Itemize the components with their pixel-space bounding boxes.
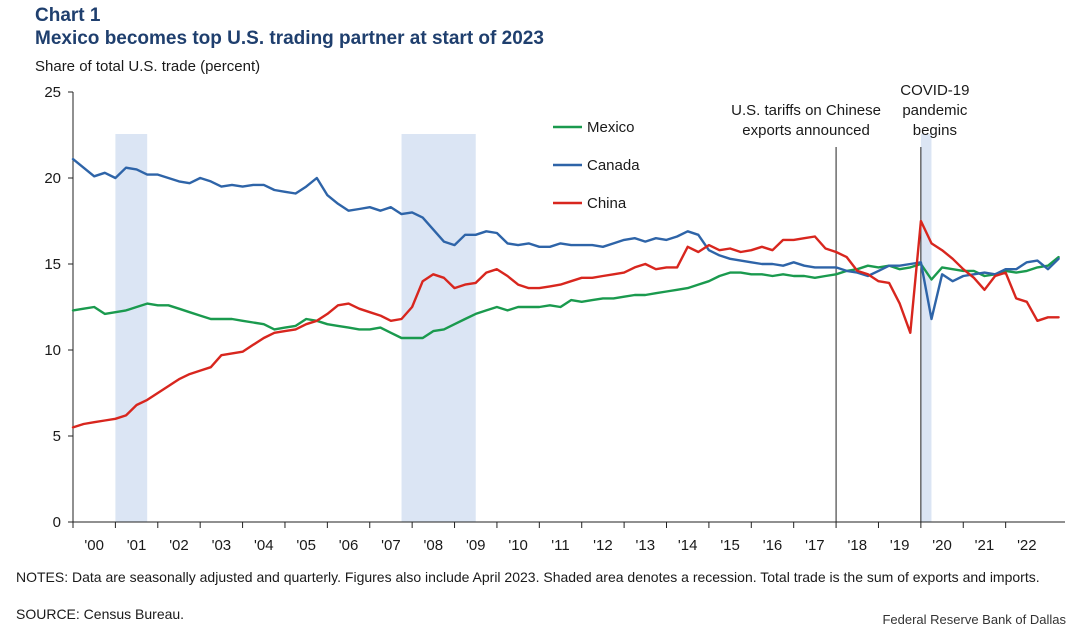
recession-band-0 bbox=[115, 134, 148, 522]
x-tick-label: '22 bbox=[1017, 537, 1037, 554]
annotation-text: U.S. tariffs on Chinese bbox=[731, 102, 881, 119]
y-tick-label: 25 bbox=[44, 84, 61, 101]
event-annotations: U.S. tariffs on Chinese exports announced… bbox=[731, 82, 969, 522]
x-tick-label: '19 bbox=[890, 537, 910, 554]
legend: Mexico Canada China bbox=[553, 119, 640, 212]
source-text: SOURCE: Census Bureau. bbox=[16, 606, 185, 622]
series-lines bbox=[71, 157, 1060, 429]
axes: 0 5 10 15 20 25 '00 '01 '02 '03 '04 '05 '06 '07 '08 '09… bbox=[44, 84, 1065, 554]
notes-text: NOTES: Data are seasonally adjusted and … bbox=[16, 569, 1040, 585]
x-tick-label: '06 bbox=[339, 537, 359, 554]
x-tick-label: '16 bbox=[763, 537, 783, 554]
annotation-text: begins bbox=[913, 122, 957, 139]
chart-title: Mexico becomes top U.S. trading partner … bbox=[35, 28, 544, 49]
x-tick-label: '10 bbox=[508, 537, 528, 554]
x-tick-label: '17 bbox=[805, 537, 825, 554]
series-line-china bbox=[71, 219, 1060, 429]
credit-text: Federal Reserve Bank of Dallas bbox=[882, 612, 1066, 627]
x-tick-label: '21 bbox=[975, 537, 995, 554]
x-tick-label: '14 bbox=[678, 537, 698, 554]
legend-label-canada: Canada bbox=[587, 157, 640, 174]
legend-label-china: China bbox=[587, 195, 627, 212]
x-tick-label: '07 bbox=[381, 537, 401, 554]
x-tick-label: '11 bbox=[551, 537, 569, 554]
y-tick-label: 0 bbox=[53, 514, 61, 531]
x-tick-label: '18 bbox=[847, 537, 867, 554]
x-tick-label: '01 bbox=[127, 537, 147, 554]
y-tick-label: 10 bbox=[44, 342, 61, 359]
annotation-text: COVID-19 bbox=[900, 82, 969, 99]
y-tick-label: 20 bbox=[44, 170, 61, 187]
recession-band-1 bbox=[401, 134, 476, 522]
x-tick-label: '03 bbox=[212, 537, 232, 554]
y-tick-label: 15 bbox=[44, 256, 61, 273]
recession-band-2 bbox=[920, 134, 932, 522]
series-line-canada bbox=[71, 157, 1060, 321]
legend-label-mexico: Mexico bbox=[587, 119, 635, 136]
series-line-mexico bbox=[71, 255, 1060, 340]
y-tick-label: 5 bbox=[53, 428, 61, 445]
x-tick-label: '20 bbox=[932, 537, 952, 554]
annotation-text: exports announced bbox=[742, 122, 870, 139]
chart-number: Chart 1 bbox=[35, 5, 101, 26]
x-tick-label: '05 bbox=[296, 537, 316, 554]
x-tick-label: '09 bbox=[466, 537, 486, 554]
x-tick-label: '15 bbox=[720, 537, 740, 554]
recession-shading bbox=[115, 134, 932, 522]
x-tick-label: '08 bbox=[424, 537, 444, 554]
x-tick-label: '00 bbox=[84, 537, 104, 554]
x-tick-label: '13 bbox=[636, 537, 656, 554]
annotation-text: pandemic bbox=[902, 102, 968, 119]
y-axis-label: Share of total U.S. trade (percent) bbox=[35, 58, 261, 75]
x-tick-label: '04 bbox=[254, 537, 274, 554]
x-tick-label: '12 bbox=[593, 537, 613, 554]
x-tick-label: '02 bbox=[169, 537, 189, 554]
line-chart: 0 5 10 15 20 25 '00 '01 '02 '03 '04 '05 '06 '07 '08 '09… bbox=[44, 82, 1065, 554]
